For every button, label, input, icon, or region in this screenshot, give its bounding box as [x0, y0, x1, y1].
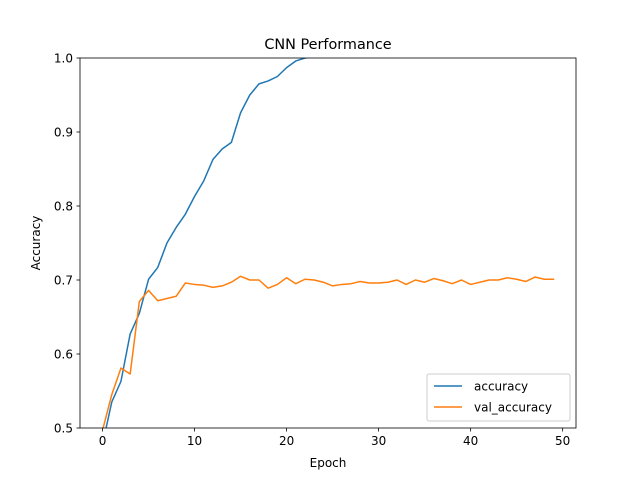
legend-label-accuracy: accuracy	[474, 380, 528, 394]
x-tick-label: 40	[463, 434, 478, 448]
series-line-val-accuracy	[102, 275, 555, 428]
series-line-accuracy	[105, 58, 310, 428]
plot-area	[80, 58, 576, 428]
chart-title: CNN Performance	[264, 37, 391, 53]
y-axis: 0.5 0.6 0.7 0.8 0.9 1.0	[54, 52, 80, 436]
x-tick-label: 10	[187, 434, 202, 448]
y-tick-label: 0.9	[54, 126, 73, 140]
legend-label-val-accuracy: val_accuracy	[474, 401, 552, 415]
x-tick-label: 20	[279, 434, 294, 448]
y-tick-label: 0.6	[54, 348, 73, 362]
x-axis-label: Epoch	[310, 456, 347, 470]
x-axis: 0 10 20 30 40 50	[99, 428, 570, 448]
series-layer	[102, 58, 555, 428]
y-axis-label: Accuracy	[29, 216, 43, 271]
y-tick-label: 0.7	[54, 274, 73, 288]
legend: accuracy val_accuracy	[426, 373, 571, 422]
legend-box	[426, 373, 571, 422]
x-tick-label: 0	[99, 434, 107, 448]
y-tick-label: 1.0	[54, 52, 73, 66]
y-tick-label: 0.8	[54, 200, 73, 214]
x-tick-label: 50	[555, 434, 570, 448]
y-tick-label: 0.5	[54, 422, 73, 436]
x-tick-label: 30	[371, 434, 386, 448]
axes-frame	[79, 57, 577, 429]
